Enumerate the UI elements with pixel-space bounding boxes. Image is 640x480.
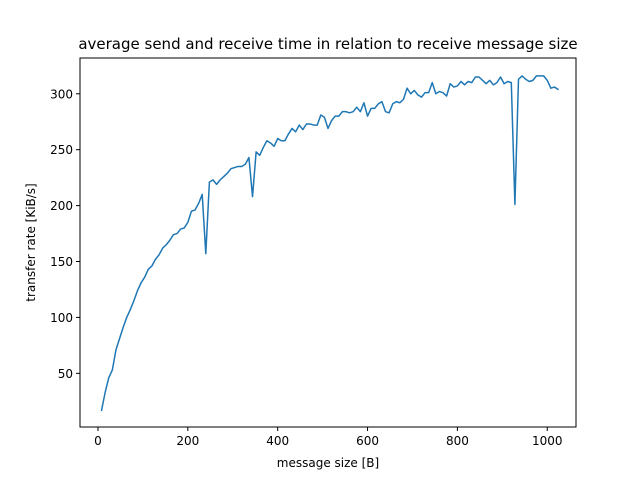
y-axis-label: transfer rate [KiB/s] <box>24 183 38 302</box>
x-tick-label: 200 <box>176 434 199 448</box>
x-axis: 0 200 400 600 800 1000 <box>94 427 563 448</box>
x-tick-label: 800 <box>446 434 469 448</box>
y-tick-label: 150 <box>50 255 73 269</box>
x-tick-label: 400 <box>266 434 289 448</box>
x-tick-label: 0 <box>94 434 102 448</box>
y-tick-label: 250 <box>50 143 73 157</box>
y-axis: 50 100 150 200 250 300 <box>50 87 80 381</box>
plot-frame <box>79 57 577 428</box>
x-tick-label: 600 <box>356 434 379 448</box>
plot-area <box>79 57 577 428</box>
x-tick-label: 1000 <box>532 434 563 448</box>
series-line <box>100 75 560 412</box>
y-tick-label: 200 <box>50 199 73 213</box>
y-tick-label: 100 <box>50 311 73 325</box>
x-axis-label: message size [B] <box>277 456 379 470</box>
y-tick-label: 300 <box>50 87 73 101</box>
chart-title: average send and receive time in relatio… <box>78 35 577 53</box>
y-tick-label: 50 <box>58 367 73 381</box>
